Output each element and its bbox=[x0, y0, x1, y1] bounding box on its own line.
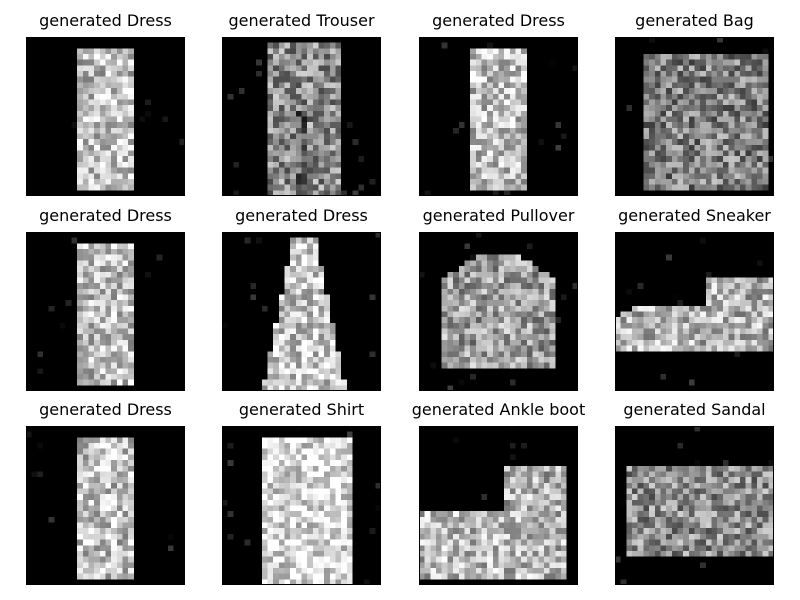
panel-title: generated Dress bbox=[39, 206, 172, 225]
generated-image bbox=[222, 426, 381, 585]
generated-image bbox=[222, 37, 381, 196]
generated-image bbox=[26, 232, 185, 391]
panel-title: generated Pullover bbox=[422, 206, 575, 225]
panel-title: generated Dress bbox=[432, 11, 565, 30]
generated-image bbox=[222, 232, 381, 391]
generated-image bbox=[419, 232, 578, 391]
generated-image bbox=[615, 37, 774, 196]
panel-title: generated Shirt bbox=[238, 400, 365, 419]
image-panel: generated Bag bbox=[615, 11, 774, 197]
generated-image bbox=[615, 232, 774, 391]
image-panel: generated Dress bbox=[26, 206, 185, 392]
image-panel: generated Shirt bbox=[222, 400, 381, 586]
generated-image bbox=[26, 37, 185, 196]
image-panel: generated Dress bbox=[419, 11, 578, 197]
generated-image bbox=[26, 426, 185, 585]
image-panel: generated Dress bbox=[26, 400, 185, 586]
image-panel: generated Trouser bbox=[222, 11, 381, 197]
panel-title: generated Dress bbox=[235, 206, 368, 225]
generated-image bbox=[419, 37, 578, 196]
image-panel: generated Dress bbox=[222, 206, 381, 392]
panel-title: generated Dress bbox=[39, 400, 172, 419]
image-panel: generated Sneaker bbox=[615, 206, 774, 392]
panel-title: generated Trouser bbox=[228, 11, 375, 30]
generated-image bbox=[615, 426, 774, 585]
image-panel: generated Ankle boot bbox=[412, 400, 585, 586]
panel-title: generated Dress bbox=[39, 11, 172, 30]
panel-title: generated Bag bbox=[635, 11, 754, 30]
panel-title: generated Sneaker bbox=[618, 206, 771, 225]
panel-title: generated Ankle boot bbox=[411, 400, 586, 419]
generated-image bbox=[419, 426, 578, 585]
image-panel: generated Sandal bbox=[615, 400, 774, 586]
image-panel: generated Dress bbox=[26, 11, 185, 197]
image-panel: generated Pullover bbox=[419, 206, 578, 392]
panel-title: generated Sandal bbox=[623, 400, 766, 419]
